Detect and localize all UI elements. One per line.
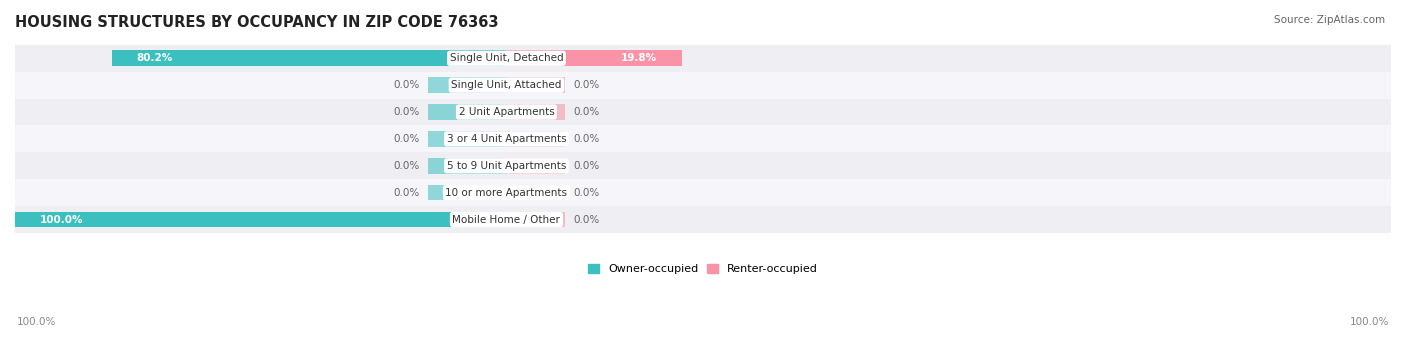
Text: 0.0%: 0.0% bbox=[394, 107, 420, 117]
Text: 19.8%: 19.8% bbox=[621, 53, 657, 63]
Bar bbox=[15, 179, 1391, 206]
Bar bbox=[506, 77, 565, 93]
Text: 5 to 9 Unit Apartments: 5 to 9 Unit Apartments bbox=[447, 161, 567, 171]
Text: 0.0%: 0.0% bbox=[574, 134, 599, 144]
Text: 100.0%: 100.0% bbox=[17, 317, 56, 327]
Bar bbox=[506, 185, 565, 201]
Bar bbox=[15, 125, 1391, 152]
Text: 0.0%: 0.0% bbox=[574, 188, 599, 198]
Text: 0.0%: 0.0% bbox=[394, 80, 420, 90]
Text: 0.0%: 0.0% bbox=[574, 161, 599, 171]
Text: 0.0%: 0.0% bbox=[394, 161, 420, 171]
Bar bbox=[427, 104, 506, 120]
Bar bbox=[15, 152, 1391, 179]
Bar bbox=[506, 158, 565, 174]
Text: 0.0%: 0.0% bbox=[574, 107, 599, 117]
Bar bbox=[427, 131, 506, 147]
Bar bbox=[506, 104, 565, 120]
Bar bbox=[15, 99, 1391, 125]
Bar bbox=[15, 206, 1391, 233]
Text: 3 or 4 Unit Apartments: 3 or 4 Unit Apartments bbox=[447, 134, 567, 144]
Bar bbox=[427, 158, 506, 174]
Text: Single Unit, Attached: Single Unit, Attached bbox=[451, 80, 561, 90]
Bar bbox=[506, 50, 682, 66]
Bar bbox=[506, 212, 565, 227]
Text: 10 or more Apartments: 10 or more Apartments bbox=[446, 188, 568, 198]
Text: 0.0%: 0.0% bbox=[574, 214, 599, 224]
Legend: Owner-occupied, Renter-occupied: Owner-occupied, Renter-occupied bbox=[583, 259, 823, 279]
Text: HOUSING STRUCTURES BY OCCUPANCY IN ZIP CODE 76363: HOUSING STRUCTURES BY OCCUPANCY IN ZIP C… bbox=[15, 15, 499, 30]
Bar bbox=[427, 77, 506, 93]
Bar bbox=[427, 185, 506, 201]
Bar bbox=[506, 131, 565, 147]
Text: 0.0%: 0.0% bbox=[394, 188, 420, 198]
Text: 2 Unit Apartments: 2 Unit Apartments bbox=[458, 107, 554, 117]
Bar bbox=[15, 72, 1391, 99]
Text: 100.0%: 100.0% bbox=[1350, 317, 1389, 327]
Text: 100.0%: 100.0% bbox=[39, 214, 83, 224]
Bar bbox=[15, 45, 1391, 72]
Text: Single Unit, Detached: Single Unit, Detached bbox=[450, 53, 564, 63]
Text: 0.0%: 0.0% bbox=[394, 134, 420, 144]
Text: Source: ZipAtlas.com: Source: ZipAtlas.com bbox=[1274, 15, 1385, 25]
Text: 0.0%: 0.0% bbox=[574, 80, 599, 90]
Bar bbox=[15, 212, 506, 227]
Text: Mobile Home / Other: Mobile Home / Other bbox=[453, 214, 561, 224]
Text: 80.2%: 80.2% bbox=[136, 53, 173, 63]
Bar bbox=[112, 50, 506, 66]
